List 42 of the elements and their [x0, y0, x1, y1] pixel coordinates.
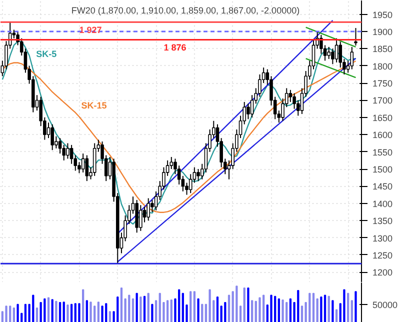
text: FW20 (1,870.00, 1,910.00, 1,859.00, 1,867.00, -2.00000): [71, 6, 300, 16]
candlestick: [188, 174, 192, 194]
text: 50000: [372, 300, 398, 310]
y-tick-label: 1950: [372, 10, 393, 20]
y-tick-label: 1450: [372, 182, 393, 192]
candlestick: [66, 142, 70, 160]
y-tick-label: 1900: [372, 26, 393, 37]
candlestick: [177, 165, 181, 185]
candlestick: [70, 144, 74, 164]
y-tick-label: 1700: [372, 96, 393, 106]
y-tick-label: 1800: [372, 61, 393, 72]
candlestick: [350, 46, 354, 70]
y-tick-label: 1550: [372, 147, 393, 158]
candlestick: [196, 168, 200, 182]
candlestick: [85, 154, 89, 182]
candlestick: [139, 204, 142, 232]
series-label: SK-15: [81, 100, 107, 111]
y-tick-label: 1250: [372, 250, 393, 260]
y-tick-label: 1350: [372, 216, 393, 226]
y-tick-label: 1300: [372, 233, 393, 244]
candlestick: [250, 94, 254, 118]
candlestick: [50, 124, 54, 151]
y-tick-label: 1500: [372, 164, 393, 175]
candlestick: [58, 138, 62, 154]
candlestick: [288, 89, 292, 102]
ref-line-label: 1 876: [164, 42, 186, 53]
candlestick: [331, 48, 334, 65]
candlestick: [170, 156, 174, 170]
candlestick: [246, 103, 250, 120]
y-tick-label: 1750: [372, 78, 393, 89]
candlestick: [354, 28, 358, 46]
y-tick-label: 1650: [372, 112, 393, 123]
y-tick-label: 1850: [372, 44, 393, 54]
candlestick: [146, 198, 150, 222]
series-label: SK-5: [36, 48, 57, 59]
candlestick: [327, 46, 331, 60]
y-tick-label: 1200: [372, 268, 393, 278]
candlestick: [334, 38, 338, 63]
ref-line-label: 1 927: [79, 25, 102, 36]
y-tick-label: 1400: [372, 198, 393, 209]
candlestick: [81, 153, 85, 173]
y-tick-label: 1600: [372, 130, 393, 140]
